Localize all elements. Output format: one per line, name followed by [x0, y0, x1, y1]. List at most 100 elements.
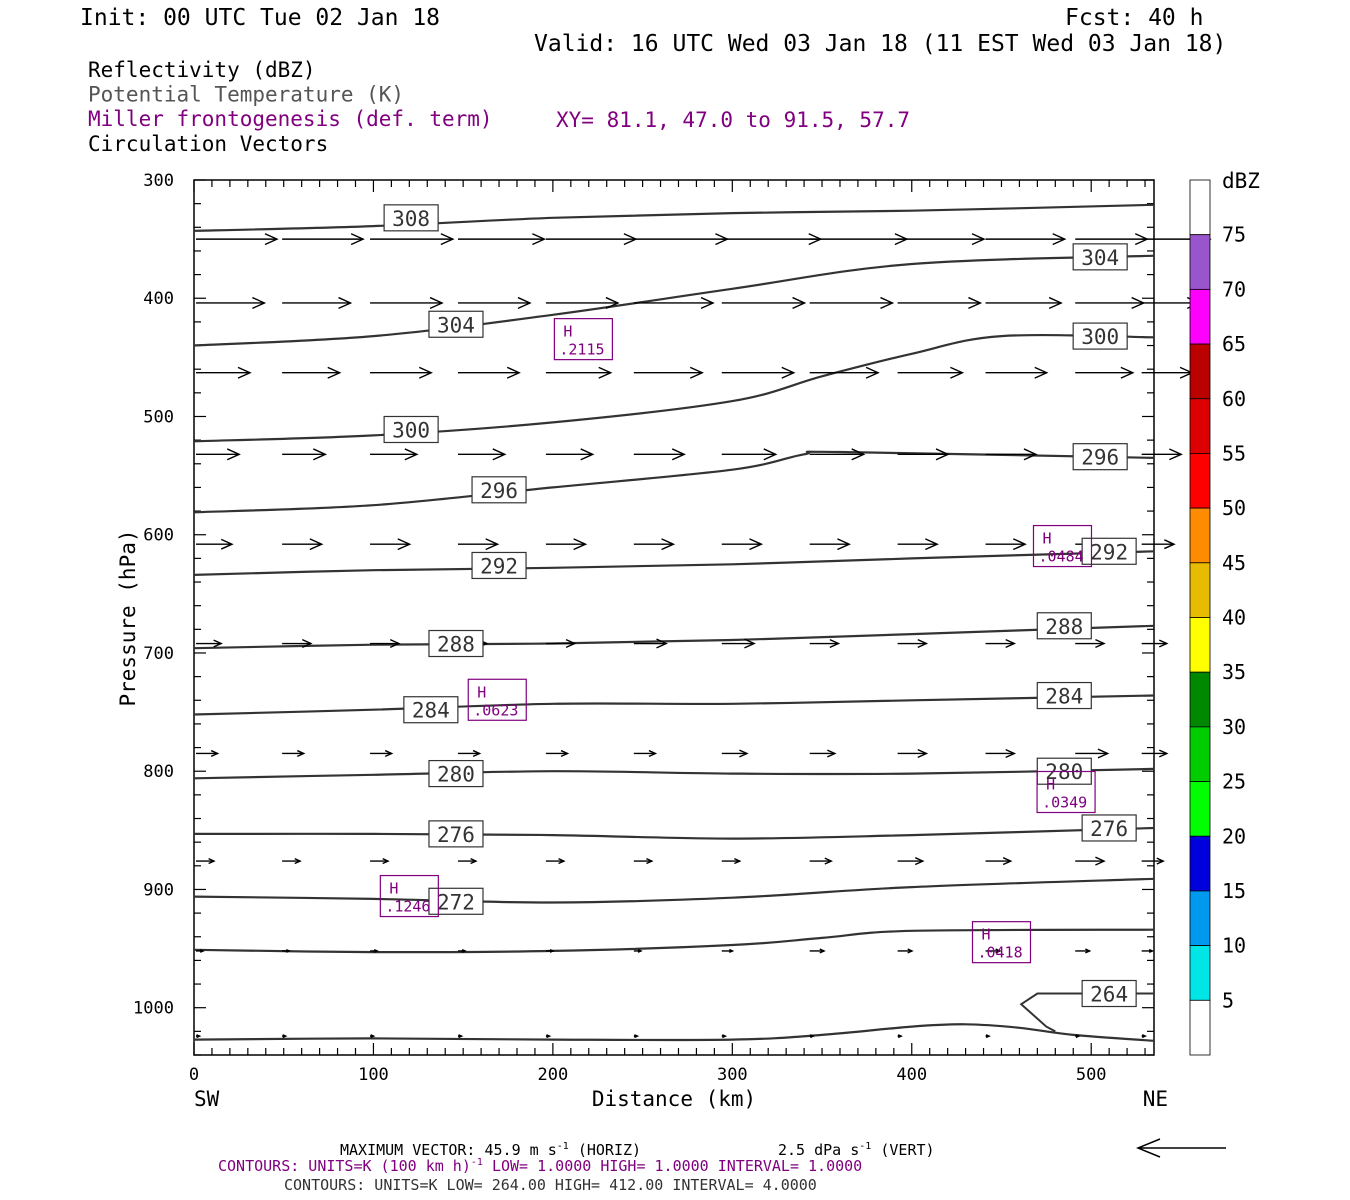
frontogenesis-max: H.1246 — [379, 874, 439, 918]
circulation-vector — [282, 233, 365, 246]
svg-text:264: 264 — [1090, 983, 1128, 1007]
colorbar-bin — [1189, 781, 1211, 837]
colorbar-label: 20 — [1222, 824, 1246, 848]
circulation-vector — [633, 1034, 640, 1039]
y-tick-label: 1000 — [133, 999, 174, 1019]
circulation-vector — [282, 858, 302, 865]
contour-label: 276 — [428, 820, 484, 848]
circulation-vector — [370, 538, 412, 551]
svg-text:300: 300 — [392, 418, 430, 442]
y-tick-label: 300 — [143, 171, 174, 191]
circulation-vector — [282, 366, 342, 379]
colorbar-bin — [1189, 507, 1211, 564]
field-legend-item: Miller frontogenesis (def. term) — [88, 107, 493, 131]
circulation-vector — [370, 448, 419, 461]
circulation-vector — [721, 366, 796, 379]
theta-contour-304 — [193, 254, 1155, 347]
circulation-vector — [809, 638, 841, 649]
circulation-vector — [809, 948, 826, 954]
circulation-vector — [196, 639, 223, 648]
circulation-vector — [545, 638, 577, 649]
colorbar-label: 70 — [1222, 277, 1246, 301]
circulation-vector — [545, 538, 588, 551]
circulation-vector — [1075, 638, 1106, 649]
contour-label: 280 — [428, 759, 484, 788]
svg-text:284: 284 — [412, 699, 450, 723]
colorbar-label: 25 — [1222, 770, 1246, 794]
circulation-vector — [721, 948, 735, 954]
colorbar-bin — [1189, 945, 1211, 1001]
svg-text:276: 276 — [1090, 817, 1128, 841]
circulation-vector — [721, 538, 764, 551]
circulation-vector — [985, 948, 1002, 954]
colorbar-title: dBZ — [1222, 169, 1260, 193]
colorbar-bin — [1189, 671, 1211, 728]
svg-text:.2115: .2115 — [559, 341, 604, 359]
circulation-vector — [457, 749, 482, 758]
circulation-vector — [633, 366, 704, 379]
circulation-vector — [809, 366, 880, 379]
circulation-vector — [457, 858, 478, 865]
colorbar: 5 10 15 20 25 30 35 40 45 50 55 60 65 70 75 — [1189, 179, 1246, 1056]
y-tick-label: 600 — [143, 526, 174, 546]
circulation-vector — [282, 638, 313, 649]
circulation-vector — [196, 749, 220, 758]
circulation-vector — [1141, 948, 1155, 954]
svg-text:288: 288 — [1045, 615, 1083, 639]
plot-frame — [193, 179, 1155, 1056]
circulation-vector — [370, 366, 433, 379]
circulation-vector — [985, 233, 1067, 246]
colorbar-label: 45 — [1222, 551, 1246, 575]
circulation-vector — [1075, 1034, 1081, 1039]
x-tick-label: 200 — [538, 1065, 569, 1085]
theta-contour-284 — [193, 694, 1155, 716]
svg-text:292: 292 — [1090, 540, 1128, 564]
circulation-vector — [545, 948, 555, 953]
circulation-vector — [282, 948, 292, 953]
circulation-vector — [809, 538, 851, 551]
circulation-vector — [196, 448, 241, 461]
frontogenesis-max: H.0349 — [1036, 770, 1096, 814]
circulation-vectors — [196, 233, 1212, 1039]
colorbar-bin — [1189, 890, 1211, 947]
circulation-vector — [809, 296, 895, 310]
circulation-vector — [721, 858, 742, 865]
circulation-vector — [721, 1034, 728, 1039]
colorbar-label: 10 — [1222, 934, 1246, 958]
circulation-vector — [545, 749, 570, 758]
field-legend-item: Reflectivity (dBZ) — [88, 58, 316, 82]
circulation-vector — [985, 448, 1038, 461]
circulation-vector — [282, 1034, 288, 1039]
frontogenesis-contour-info: CONTOURS: UNITS=K (100 km h)-1 LOW= 1.00… — [218, 1157, 862, 1175]
contour-label: 304 — [428, 310, 484, 338]
x-tick-label: 500 — [1076, 1065, 1107, 1085]
svg-text:276: 276 — [437, 823, 475, 847]
field-legend: Reflectivity (dBZ)Potential Temperature … — [88, 58, 493, 156]
contour-label: 300 — [383, 415, 439, 444]
frontogenesis-max: H.0623 — [467, 678, 527, 721]
colorbar-label: 15 — [1222, 879, 1246, 903]
circulation-vector — [985, 366, 1049, 379]
theta-contour-288 — [193, 624, 1155, 650]
svg-text:296: 296 — [480, 479, 518, 503]
circulation-vector — [897, 233, 986, 246]
frontogenesis-max: H.0418 — [971, 921, 1032, 964]
colorbar-bin — [1189, 234, 1211, 290]
colorbar-bin — [1189, 179, 1211, 236]
colorbar-label: 60 — [1222, 387, 1246, 411]
svg-text:288: 288 — [437, 633, 475, 657]
circulation-vector — [809, 448, 866, 461]
contour-label: 288 — [1036, 612, 1092, 640]
contour-label: 272 — [428, 887, 484, 915]
circulation-vector — [1141, 749, 1169, 758]
y-tick-label: 500 — [143, 407, 174, 427]
svg-text:284: 284 — [1045, 685, 1083, 709]
svg-text:304: 304 — [1081, 246, 1119, 270]
contour-label: 264 — [1081, 979, 1137, 1008]
forecast-hour: Fcst: 40 h — [1065, 5, 1203, 31]
x-tick-label: 0 — [189, 1065, 199, 1085]
circulation-vector — [897, 366, 965, 379]
colorbar-label: 40 — [1222, 606, 1246, 630]
